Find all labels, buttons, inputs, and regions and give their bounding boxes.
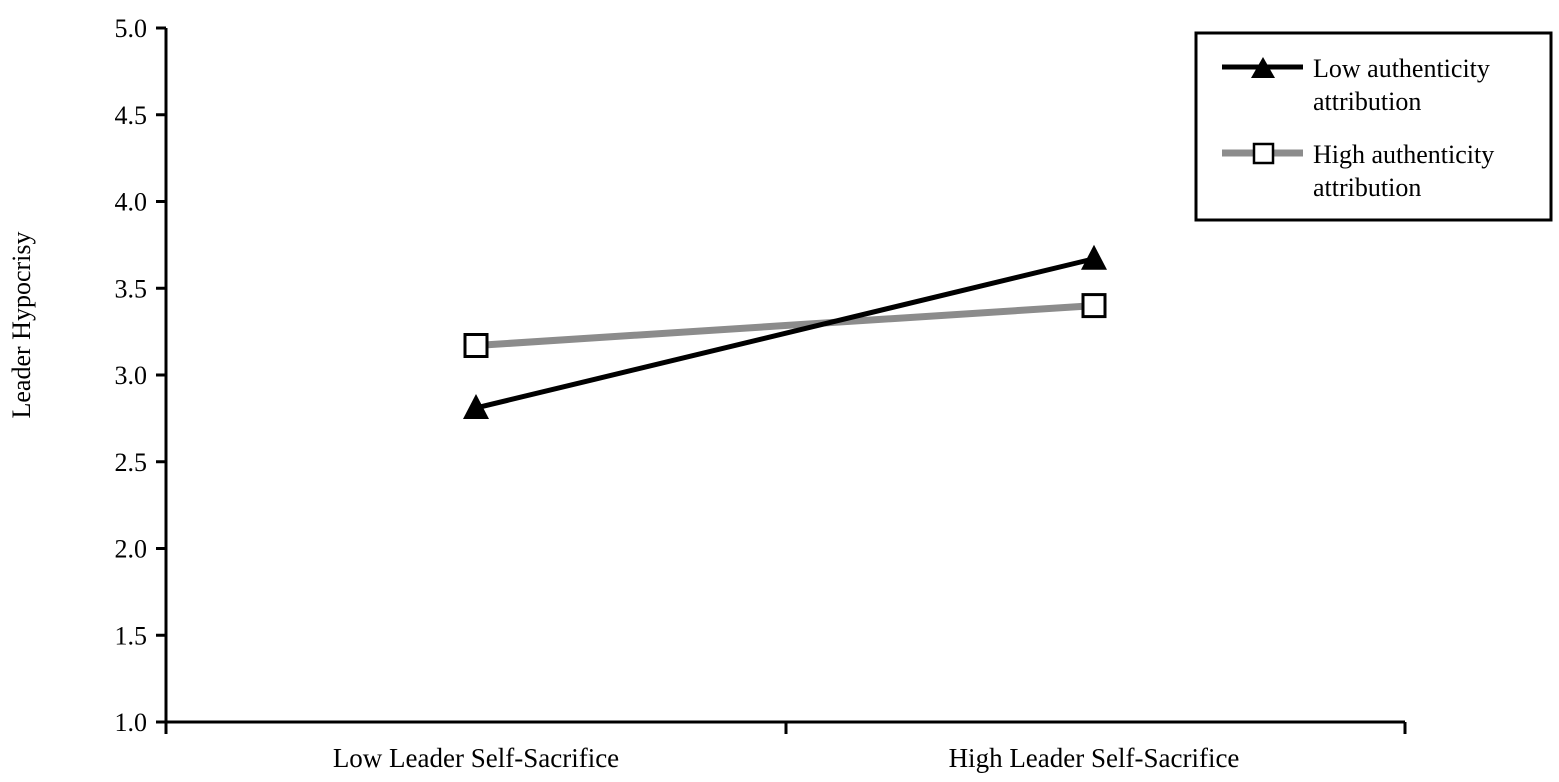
series-line-low-authenticity [475,256,1095,411]
series-line-high-authenticity [475,302,1095,349]
y-tick-label: 3.0 [115,361,148,390]
legend-label-low-authenticity-line1: Low authenticity [1313,54,1490,83]
y-tick-label: 2.0 [115,535,148,564]
y-ticks: 1.0 1.5 2.0 2.5 3.0 3.5 4.0 4.5 5.0 [115,14,166,737]
y-axis-title: Leader Hypocrisy [7,232,36,419]
x-category-labels: Low Leader Self-Sacrifice High Leader Se… [333,743,1240,773]
x-category-label: Low Leader Self-Sacrifice [333,743,619,773]
y-tick-label: 1.5 [115,621,148,650]
legend-label-low-authenticity-line2: attribution [1313,87,1421,116]
y-tick-label: 4.0 [115,188,148,217]
data-point-square-marker [1081,293,1107,319]
legend-box [1194,31,1553,222]
y-tick-label: 5.0 [115,14,148,43]
y-tick-label: 2.5 [115,448,148,477]
y-tick-label: 1.0 [115,708,148,737]
y-tick-label: 4.5 [115,101,148,130]
legend-label-high-authenticity-line1: High authenticity [1313,140,1494,169]
data-point-square-marker [463,333,489,359]
data-point-triangle-marker [463,393,489,419]
y-tick-label: 3.5 [115,274,148,303]
legend: Low authenticity attribution High authen… [1194,31,1553,222]
legend-marker-triangle-icon [1251,57,1275,78]
legend-label-high-authenticity-line2: attribution [1313,173,1421,202]
x-category-label: High Leader Self-Sacrifice [949,743,1240,773]
data-point-triangle-marker [1081,244,1107,270]
legend-marker-square-icon [1252,142,1275,165]
series-layer [463,244,1107,419]
